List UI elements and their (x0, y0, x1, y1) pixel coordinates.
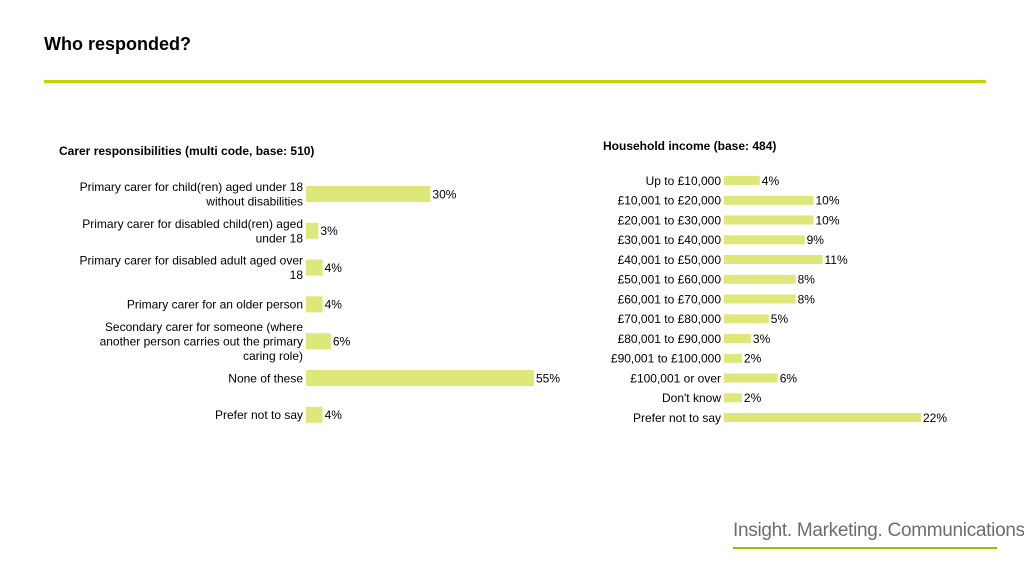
income-category-label: £40,001 to £50,000 (618, 253, 722, 267)
carer-category-label: Primary carer for disabled adult aged ov… (80, 254, 303, 268)
carer-value-label: 3% (320, 224, 338, 238)
carer-bar (306, 406, 323, 423)
income-category-label: £50,001 to £60,000 (618, 273, 722, 287)
carer-category-label: Primary carer for child(ren) aged under … (80, 180, 304, 194)
income-category-label: £20,001 to £30,000 (618, 213, 722, 227)
income-bar (724, 353, 742, 363)
carer-row: Primary carer for child(ren) aged under … (80, 180, 457, 209)
income-bar (724, 195, 814, 205)
income-category-label: £60,001 to £70,000 (618, 292, 722, 306)
carer-bar (306, 222, 319, 239)
income-row: Don't know 2% (662, 391, 762, 405)
income-bar (724, 314, 769, 324)
chart-title-income: Household income (base: 484) (603, 139, 777, 153)
income-row: £100,001 or over 6% (630, 371, 797, 385)
carer-row: Prefer not to say 4% (215, 406, 343, 423)
income-row: Up to £10,000 4% (646, 174, 780, 188)
income-value-label: 8% (798, 273, 816, 287)
carer-value-label: 55% (536, 371, 560, 385)
income-category-label: Prefer not to say (633, 411, 721, 425)
income-row: £80,001 to £90,000 3% (618, 332, 771, 346)
income-row: £40,001 to £50,000 11% (618, 253, 848, 267)
carer-category-label: without disabilities (205, 195, 303, 209)
income-value-label: 11% (825, 253, 848, 267)
income-row: £10,001 to £20,000 10% (618, 194, 840, 208)
carer-category-label: Primary carer for disabled child(ren) ag… (82, 217, 303, 231)
income-category-label: £80,001 to £90,000 (618, 332, 722, 346)
income-value-label: 22% (923, 411, 947, 425)
income-row: Prefer not to say 22% (633, 411, 947, 425)
carer-bar (306, 333, 331, 350)
income-value-label: 4% (762, 174, 780, 188)
income-category-label: Don't know (662, 391, 721, 405)
income-bar (724, 235, 805, 245)
income-row: £70,001 to £80,000 5% (618, 312, 789, 326)
income-row: £30,001 to £40,000 9% (618, 233, 825, 247)
footer-underline (733, 547, 997, 549)
carer-value-label: 30% (432, 187, 456, 201)
title-underline (44, 80, 986, 83)
income-row: £60,001 to £70,000 8% (618, 292, 816, 306)
income-bar (724, 294, 796, 304)
income-category-label: Up to £10,000 (646, 174, 722, 188)
income-category-label: £70,001 to £80,000 (618, 312, 722, 326)
carer-category-label: Primary carer for an older person (127, 298, 303, 312)
income-bar (724, 373, 778, 383)
income-category-label: £30,001 to £40,000 (618, 233, 722, 247)
page-title: Who responded? (44, 34, 191, 54)
carer-bar (306, 186, 431, 202)
carer-row: Primary carer for disabled child(ren) ag… (82, 217, 338, 246)
carer-value-label: 4% (325, 261, 343, 275)
income-value-label: 9% (807, 233, 825, 247)
income-bar (724, 215, 814, 225)
carer-category-label: None of these (228, 371, 303, 385)
income-row: £20,001 to £30,000 10% (618, 213, 840, 227)
income-value-label: 2% (744, 352, 762, 366)
income-bar (724, 393, 742, 403)
carer-category-label: Prefer not to say (215, 408, 303, 422)
carer-category-label: another person carries out the primary (100, 335, 303, 349)
carer-bar (306, 370, 534, 386)
income-row: £90,001 to £100,000 2% (611, 352, 762, 366)
income-value-label: 2% (744, 391, 762, 405)
income-category-label: £100,001 or over (630, 371, 721, 385)
income-bar (724, 413, 921, 422)
footer-brand-text: Insight. Marketing. Communications. (733, 520, 1024, 541)
carer-category-label: Secondary carer for someone (where (105, 320, 303, 334)
income-row: £50,001 to £60,000 8% (618, 273, 816, 287)
carer-value-label: 4% (325, 298, 343, 312)
carer-row: Secondary carer for someone (whereanothe… (100, 320, 351, 363)
chart-title-carer: Carer responsibilities (multi code, base… (59, 144, 315, 158)
carer-category-label: under 18 (256, 231, 304, 245)
income-bar (724, 274, 796, 284)
carer-row: None of these 55% (228, 370, 560, 386)
carer-bar (306, 296, 323, 313)
income-bar (724, 334, 751, 343)
income-value-label: 3% (753, 332, 771, 346)
carer-category-label: 18 (290, 268, 304, 282)
income-value-label: 10% (816, 213, 840, 227)
income-value-label: 8% (798, 292, 816, 306)
carer-bar (306, 259, 323, 276)
income-bar (724, 176, 760, 185)
income-value-label: 6% (780, 371, 798, 385)
income-bar (724, 255, 823, 264)
carer-value-label: 4% (325, 408, 343, 422)
carer-row: Primary carer for disabled adult aged ov… (80, 254, 343, 283)
carer-row: Primary carer for an older person 4% (127, 296, 343, 313)
carer-category-label: caring role) (243, 349, 303, 363)
income-category-label: £90,001 to £100,000 (611, 352, 721, 366)
carer-value-label: 6% (333, 335, 351, 349)
income-value-label: 10% (816, 194, 840, 208)
income-category-label: £10,001 to £20,000 (618, 194, 722, 208)
income-value-label: 5% (771, 312, 789, 326)
